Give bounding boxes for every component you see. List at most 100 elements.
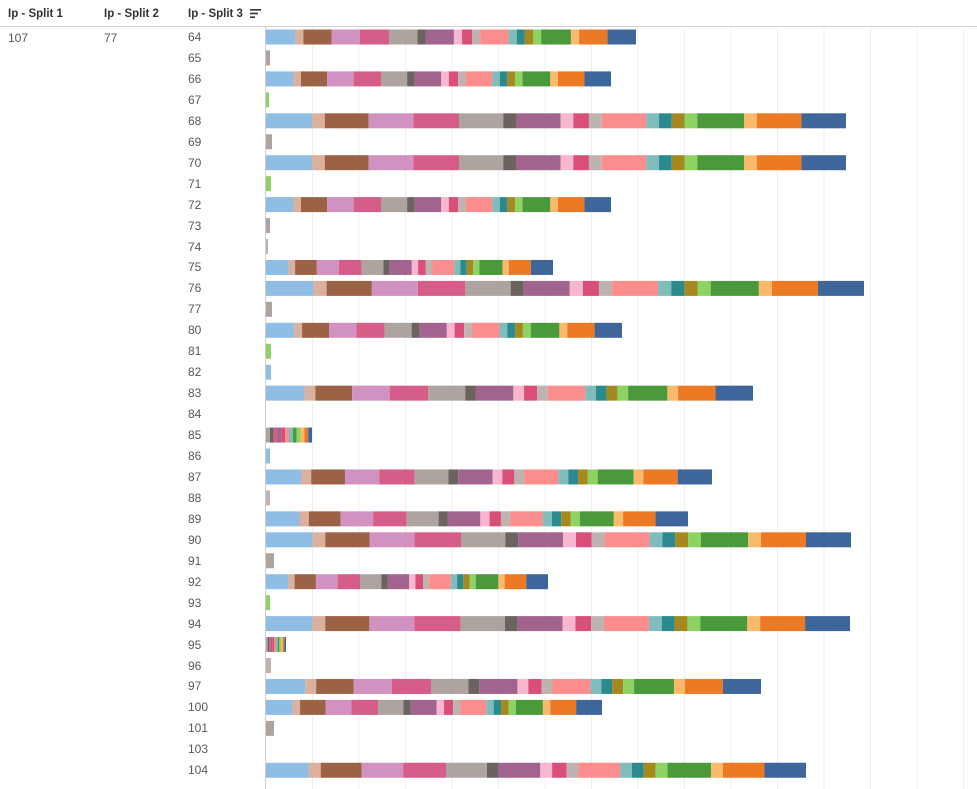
bar-segment[interactable] — [407, 71, 415, 87]
bar-segment[interactable] — [557, 71, 585, 87]
bar-segment[interactable] — [673, 678, 685, 694]
bar-segment[interactable] — [353, 71, 381, 87]
bar-segment[interactable] — [266, 385, 305, 401]
bar-row[interactable] — [266, 699, 602, 715]
bar-segment[interactable] — [649, 532, 663, 548]
bar-segment[interactable] — [475, 385, 514, 401]
bar-segment[interactable] — [508, 699, 516, 715]
bar-row[interactable] — [266, 448, 270, 464]
bar-segment[interactable] — [550, 197, 558, 213]
header-split-1[interactable]: Ip - Split 1 — [8, 8, 63, 20]
bar-segment[interactable] — [661, 616, 675, 632]
bar-segment[interactable] — [492, 197, 500, 213]
bar-segment[interactable] — [655, 762, 668, 778]
bar-segment[interactable] — [441, 197, 449, 213]
bar-segment[interactable] — [514, 71, 523, 87]
bar-segment[interactable] — [267, 637, 270, 653]
bar-segment[interactable] — [266, 553, 274, 569]
bar-segment[interactable] — [325, 532, 370, 548]
bar-row[interactable] — [266, 259, 553, 275]
bar-segment[interactable] — [353, 197, 381, 213]
bar-segment[interactable] — [274, 637, 276, 653]
bar-segment[interactable] — [371, 280, 418, 296]
bar-segment[interactable] — [671, 280, 685, 296]
bar-segment[interactable] — [542, 511, 552, 527]
bar-segment[interactable] — [576, 532, 592, 548]
bar-segment[interactable] — [300, 427, 305, 443]
bar-row[interactable] — [266, 239, 268, 254]
bar-segment[interactable] — [428, 385, 466, 401]
bar-segment[interactable] — [465, 197, 493, 213]
bar-segment[interactable] — [300, 699, 326, 715]
bar-segment[interactable] — [368, 113, 414, 129]
bar-segment[interactable] — [507, 322, 516, 338]
bar-segment[interactable] — [460, 699, 487, 715]
bar-segment[interactable] — [391, 678, 431, 694]
bar-segment[interactable] — [454, 259, 461, 275]
bar-segment[interactable] — [597, 469, 634, 485]
bar-segment[interactable] — [567, 322, 595, 338]
bar-segment[interactable] — [748, 532, 761, 548]
bar-segment[interactable] — [384, 322, 412, 338]
bar-segment[interactable] — [687, 616, 701, 632]
bar-segment[interactable] — [524, 29, 533, 45]
bar-row[interactable] — [266, 301, 272, 317]
bar-segment[interactable] — [284, 637, 286, 653]
bar-segment[interactable] — [361, 762, 404, 778]
bar-segment[interactable] — [413, 155, 460, 171]
bar-segment[interactable] — [508, 29, 517, 45]
bar-segment[interactable] — [633, 469, 644, 485]
bar-segment[interactable] — [266, 595, 270, 611]
bar-segment[interactable] — [578, 762, 621, 778]
bar-segment[interactable] — [418, 259, 426, 275]
bar-row[interactable] — [266, 92, 269, 108]
bar-segment[interactable] — [587, 469, 598, 485]
bar-segment[interactable] — [655, 511, 688, 527]
bar-segment[interactable] — [269, 427, 274, 443]
bar-segment[interactable] — [501, 699, 509, 715]
bar-segment[interactable] — [674, 616, 688, 632]
bar-segment[interactable] — [515, 699, 543, 715]
bar-segment[interactable] — [296, 427, 301, 443]
header-split-3[interactable]: Ip - Split 3 — [188, 8, 262, 20]
bar-segment[interactable] — [671, 155, 685, 171]
bar-segment[interactable] — [570, 29, 580, 45]
bar-segment[interactable] — [302, 322, 330, 338]
bar-segment[interactable] — [288, 574, 295, 590]
bar-segment[interactable] — [502, 259, 509, 275]
bar-segment[interactable] — [514, 469, 525, 485]
bar-segment[interactable] — [327, 197, 354, 213]
bar-segment[interactable] — [469, 574, 476, 590]
bar-segment[interactable] — [591, 616, 604, 632]
bar-row[interactable] — [266, 322, 622, 338]
bar-segment[interactable] — [513, 385, 525, 401]
bar-segment[interactable] — [411, 322, 420, 338]
bar-segment[interactable] — [722, 762, 765, 778]
bar-segment[interactable] — [312, 155, 325, 171]
bar-segment[interactable] — [454, 322, 465, 338]
bar-segment[interactable] — [646, 113, 660, 129]
bar-segment[interactable] — [429, 574, 451, 590]
bar-segment[interactable] — [542, 699, 551, 715]
bar-segment[interactable] — [498, 762, 541, 778]
bar-segment[interactable] — [436, 699, 445, 715]
bar-segment[interactable] — [327, 71, 354, 87]
bar-segment[interactable] — [308, 511, 341, 527]
bar-segment[interactable] — [417, 29, 426, 45]
bar-segment[interactable] — [499, 197, 508, 213]
bar-segment[interactable] — [756, 113, 802, 129]
bar-segment[interactable] — [570, 511, 580, 527]
bar-segment[interactable] — [547, 385, 586, 401]
bar-segment[interactable] — [277, 427, 282, 443]
bar-segment[interactable] — [266, 469, 302, 485]
bar-row[interactable] — [266, 658, 271, 673]
bar-row[interactable] — [266, 50, 270, 66]
bar-segment[interactable] — [646, 155, 660, 171]
bar-segment[interactable] — [507, 197, 515, 213]
bar-segment[interactable] — [266, 155, 313, 171]
bar-segment[interactable] — [761, 532, 806, 548]
bar-segment[interactable] — [312, 616, 326, 632]
bar-segment[interactable] — [285, 427, 289, 443]
bar-segment[interactable] — [697, 280, 711, 296]
bar-row[interactable] — [266, 113, 846, 129]
